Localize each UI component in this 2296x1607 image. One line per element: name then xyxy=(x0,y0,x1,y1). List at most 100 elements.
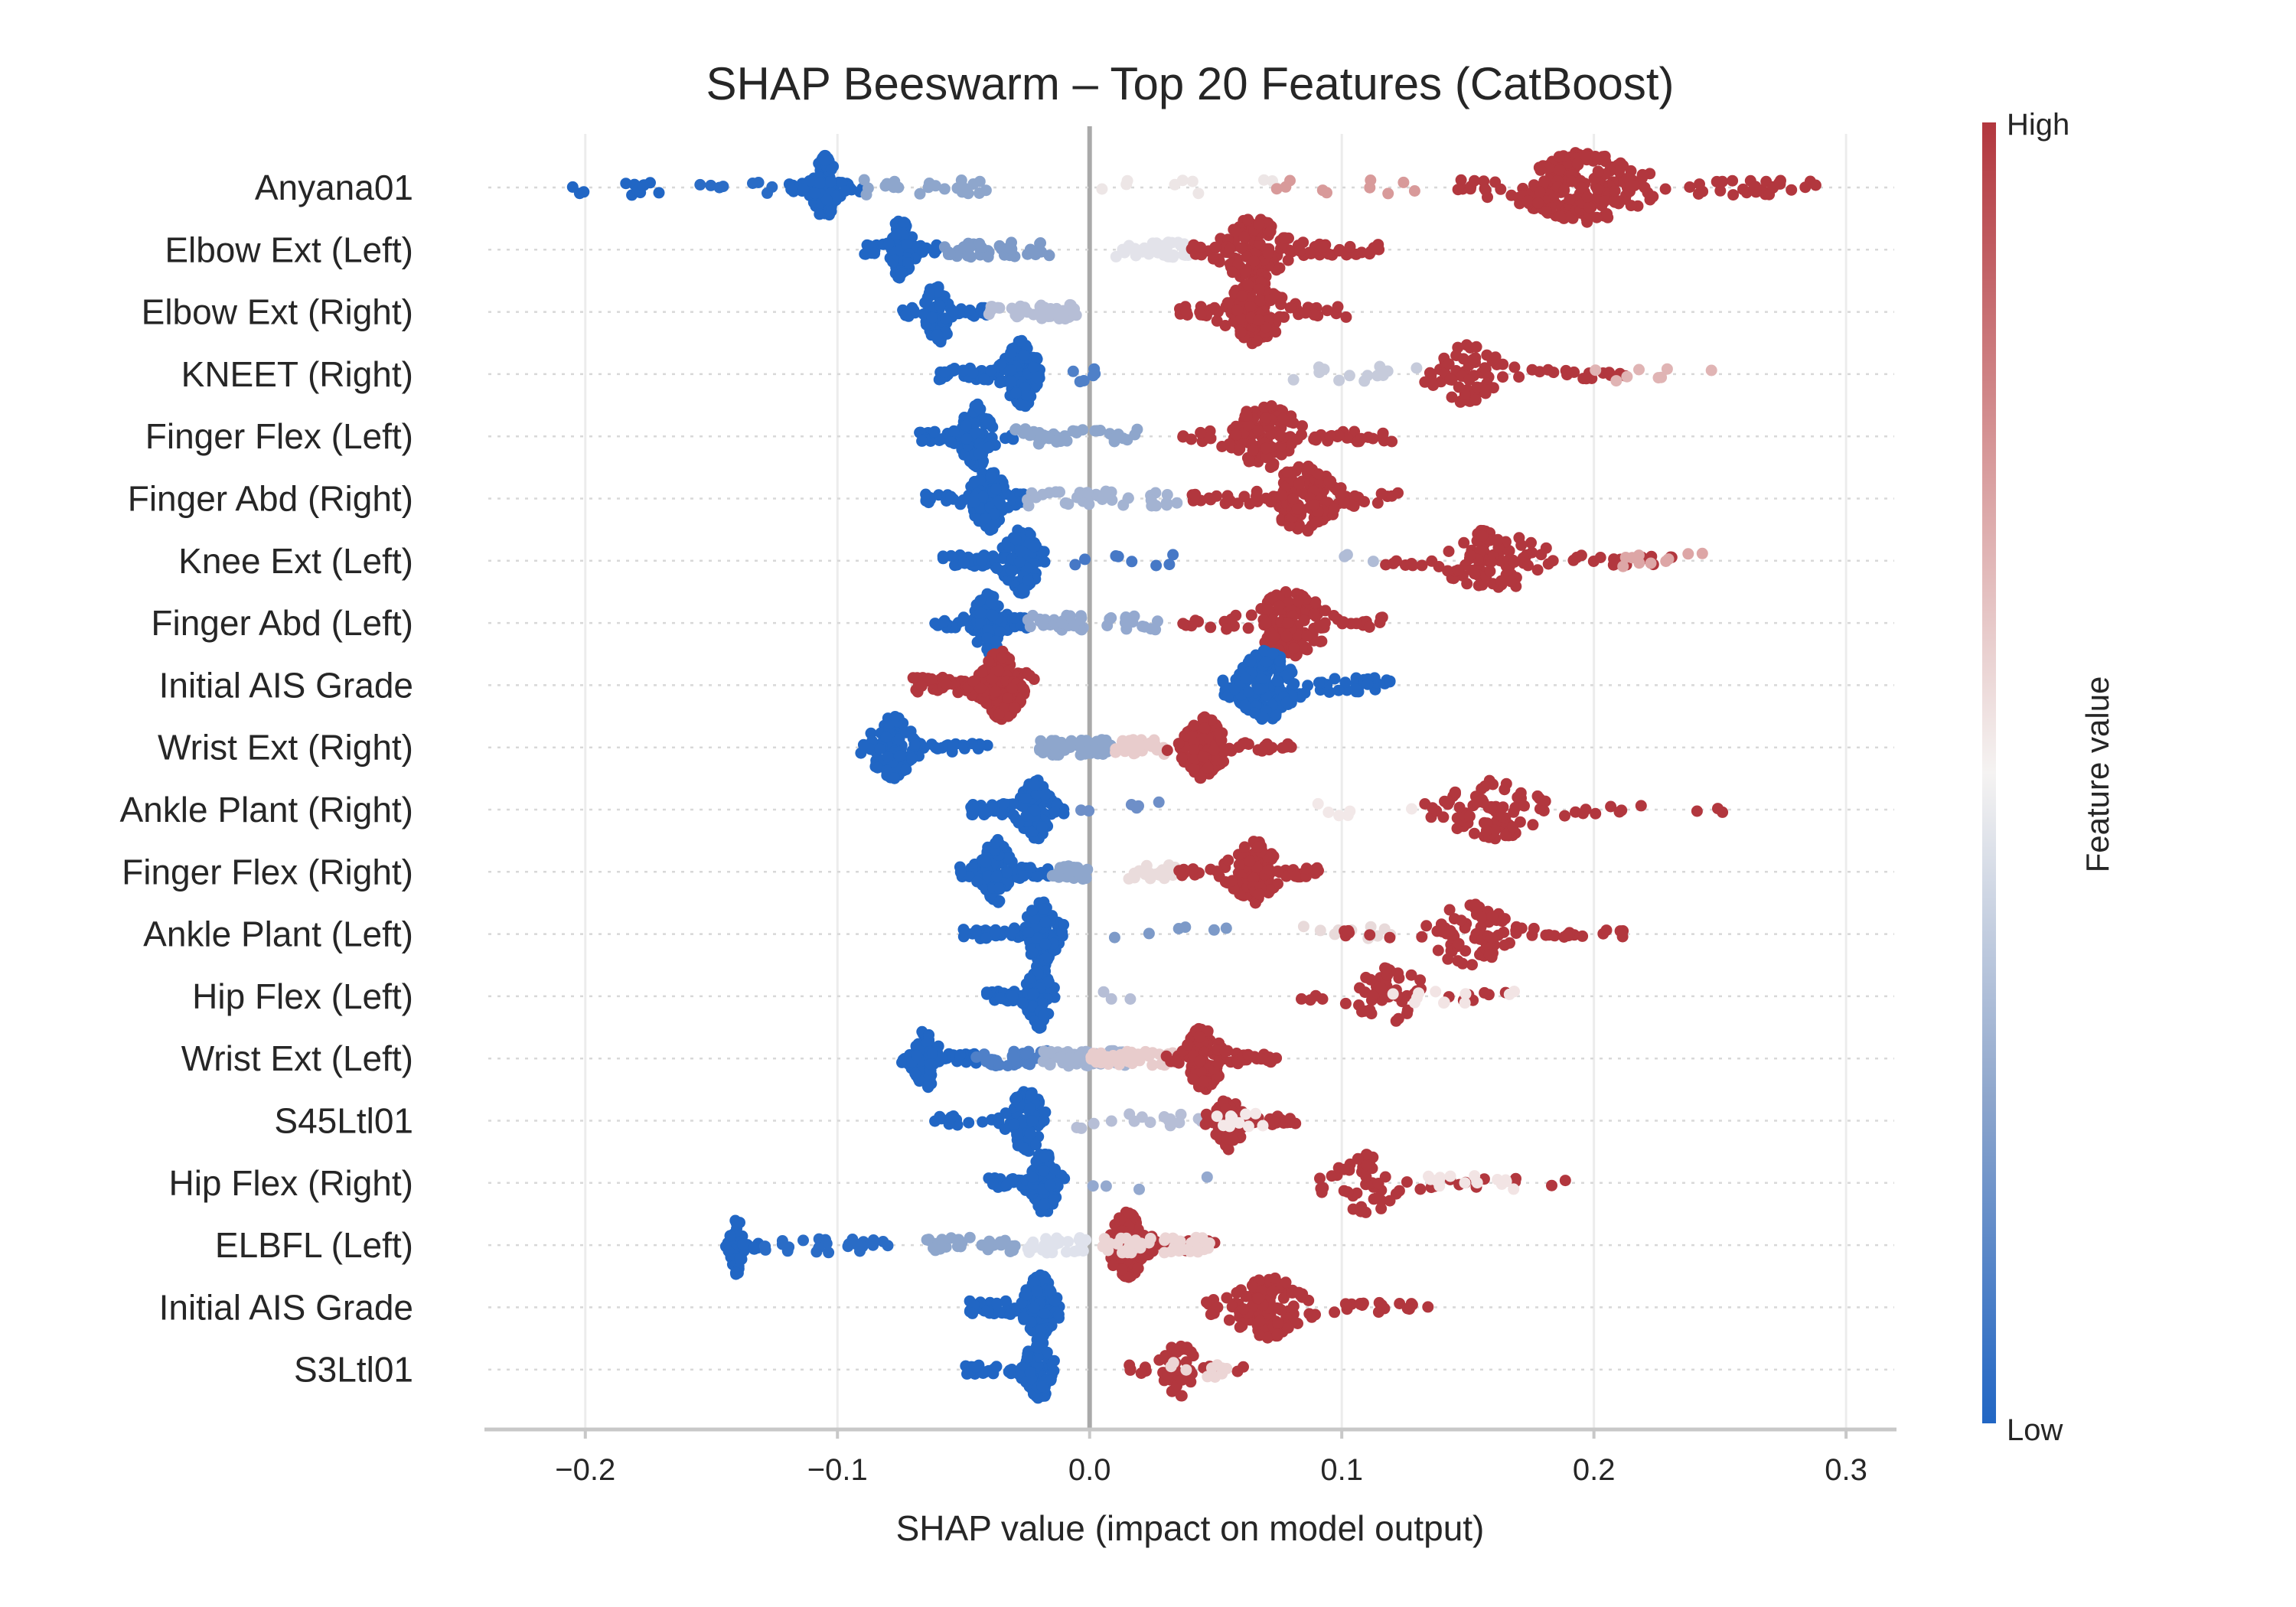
shap-point xyxy=(1037,903,1049,915)
shap-point xyxy=(1010,387,1022,399)
shap-point xyxy=(705,179,717,191)
shap-point xyxy=(1366,989,1378,1002)
shap-point xyxy=(1303,246,1316,259)
shap-point xyxy=(694,178,706,191)
shap-point xyxy=(882,751,894,763)
shap-point xyxy=(992,302,1004,314)
shap-point xyxy=(1242,1120,1254,1133)
shap-point xyxy=(1486,932,1498,944)
shap-point xyxy=(1240,1108,1252,1120)
shap-point xyxy=(990,562,1003,575)
shap-point xyxy=(1257,711,1270,723)
shap-point xyxy=(1104,613,1116,625)
shap-point xyxy=(1601,208,1613,220)
shap-point xyxy=(1655,371,1668,383)
shap-point xyxy=(1432,944,1444,957)
shap-point xyxy=(1515,787,1527,799)
shap-point xyxy=(1461,578,1473,590)
shap-point xyxy=(1497,371,1508,383)
shap-point xyxy=(923,287,935,299)
shap-point xyxy=(1152,246,1164,259)
shap-point xyxy=(1083,498,1095,510)
shap-point xyxy=(1260,492,1272,504)
shap-point xyxy=(1380,559,1392,571)
shap-point xyxy=(892,181,905,194)
shap-point xyxy=(1089,425,1101,437)
shap-point xyxy=(980,856,992,868)
shap-point xyxy=(1058,918,1070,931)
shap-point xyxy=(1253,314,1265,326)
shap-point xyxy=(971,875,983,888)
shap-point xyxy=(1342,924,1355,937)
chart-title: SHAP Beeswarm – Top 20 Features (CatBoos… xyxy=(706,58,1674,109)
shap-point xyxy=(1258,174,1270,186)
shap-point xyxy=(890,228,902,240)
shap-point xyxy=(713,181,726,194)
shap-point xyxy=(901,239,913,250)
shap-point xyxy=(1430,986,1442,998)
shap-point xyxy=(920,488,932,500)
shap-point xyxy=(1508,361,1521,373)
shap-point xyxy=(1200,1108,1212,1120)
shap-point xyxy=(1039,556,1051,568)
shap-point xyxy=(1146,1059,1159,1071)
shap-point xyxy=(1316,993,1329,1005)
shap-point xyxy=(1297,921,1309,933)
shap-point xyxy=(1172,236,1184,249)
shap-point xyxy=(1260,412,1272,424)
shap-point xyxy=(1195,308,1207,321)
shap-point xyxy=(1456,957,1469,970)
shap-point xyxy=(1377,428,1389,439)
shap-point xyxy=(947,305,959,318)
shap-point xyxy=(1008,1051,1020,1063)
shap-point xyxy=(1038,1009,1050,1022)
shap-point xyxy=(1120,611,1132,623)
shap-point xyxy=(1253,283,1265,295)
shap-point xyxy=(1019,793,1032,804)
shap-point xyxy=(1525,536,1537,549)
shap-point xyxy=(1786,184,1798,196)
shap-point xyxy=(839,185,851,197)
shap-point xyxy=(1594,552,1606,563)
shap-point xyxy=(1239,737,1251,749)
shap-point xyxy=(938,615,950,627)
shap-point xyxy=(814,208,826,220)
shap-point xyxy=(1268,631,1280,643)
shap-point xyxy=(1189,488,1202,500)
shap-point xyxy=(893,750,905,762)
shap-point xyxy=(902,257,915,269)
shap-point xyxy=(1635,800,1647,812)
shap-point xyxy=(1274,430,1286,442)
shap-point xyxy=(1489,176,1502,188)
shap-point xyxy=(1276,489,1288,501)
shap-point xyxy=(1105,1115,1117,1127)
shap-point xyxy=(895,267,908,279)
shap-point xyxy=(1006,364,1017,376)
shap-point xyxy=(1064,610,1076,622)
shap-point xyxy=(1117,432,1130,445)
shap-point xyxy=(899,309,912,321)
feature-label: S3Ltl01 xyxy=(294,1350,413,1390)
shap-point xyxy=(937,553,949,565)
shap-point xyxy=(1024,1127,1036,1139)
shap-point xyxy=(1344,240,1356,253)
shap-point xyxy=(1075,804,1087,817)
shap-point xyxy=(1253,888,1265,900)
shap-point xyxy=(1224,494,1236,507)
shap-point xyxy=(1505,575,1517,588)
shap-point xyxy=(1035,237,1046,249)
shap-point xyxy=(1419,376,1431,388)
shap-point xyxy=(1087,370,1099,382)
shap-point xyxy=(1039,1106,1052,1118)
shap-point xyxy=(964,304,976,316)
shap-point xyxy=(1080,735,1092,747)
shap-point xyxy=(1284,1113,1296,1125)
shap-point xyxy=(1189,614,1202,627)
feature-label: Finger Flex (Right) xyxy=(122,852,413,892)
shap-point xyxy=(1694,178,1705,191)
shap-point xyxy=(1319,605,1332,617)
shap-point xyxy=(1035,312,1048,324)
shap-point xyxy=(1026,1115,1039,1127)
shap-point xyxy=(1293,478,1305,490)
shap-point xyxy=(869,247,881,259)
